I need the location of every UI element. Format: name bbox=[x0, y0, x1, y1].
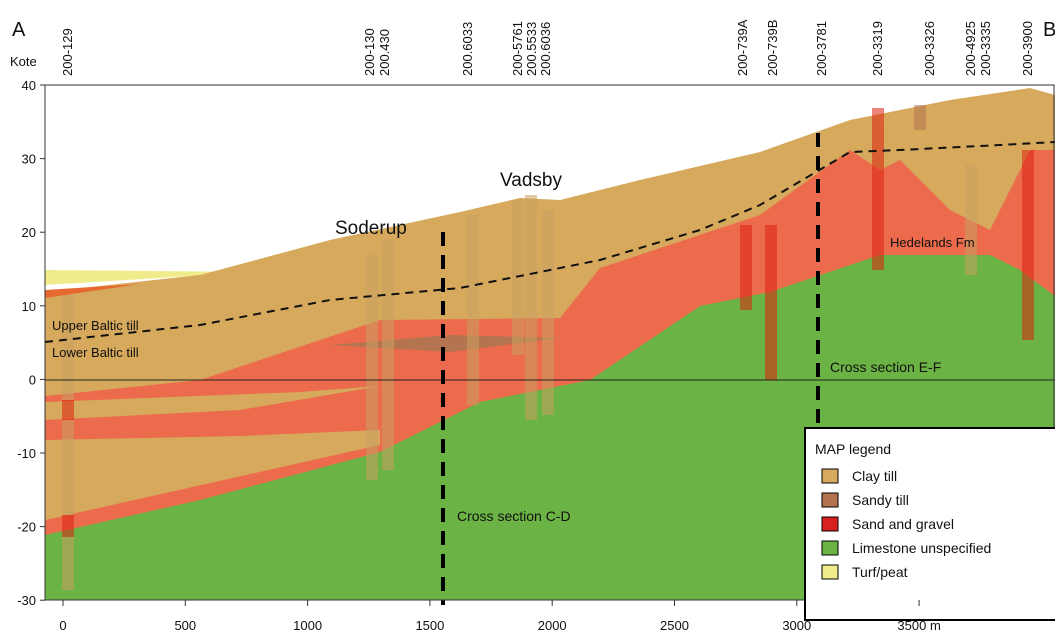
section-label: Cross section C-D bbox=[457, 508, 571, 524]
y-tick-label: -30 bbox=[17, 593, 36, 608]
borehole-label: 200-3900 bbox=[1020, 21, 1035, 76]
y-tick-label: -10 bbox=[17, 446, 36, 461]
legend-swatch bbox=[822, 493, 838, 507]
unit-label: Upper Baltic till bbox=[52, 318, 139, 333]
borehole-column bbox=[467, 215, 479, 405]
y-axis-label: Kote bbox=[10, 54, 37, 69]
borehole-column bbox=[914, 105, 926, 130]
borehole-label: 200-739A bbox=[735, 19, 750, 76]
x-tick-label: 1000 bbox=[293, 618, 322, 633]
y-tick-label: 20 bbox=[22, 225, 36, 240]
borehole-label: 200-3326 bbox=[922, 21, 937, 76]
borehole-label: 200-5761 bbox=[510, 21, 525, 76]
borehole-label: 200-129 bbox=[60, 28, 75, 76]
legend-label: Clay till bbox=[852, 468, 897, 484]
legend: MAP legend Clay till Sandy till Sand and g… bbox=[805, 428, 1055, 620]
y-tick-label: -20 bbox=[17, 520, 36, 535]
x-tick-label: 2000 bbox=[538, 618, 567, 633]
borehole-column bbox=[62, 515, 74, 537]
x-tick-label: 500 bbox=[174, 618, 196, 633]
place-label: Vadsby bbox=[500, 170, 562, 191]
unit-label: Lower Baltic till bbox=[52, 345, 139, 360]
formation-label: Hedelands Fm bbox=[890, 235, 975, 250]
legend-swatch bbox=[822, 517, 838, 531]
section-label: Cross section E-F bbox=[830, 359, 941, 375]
borehole-column bbox=[1022, 150, 1034, 340]
marker-a: A bbox=[12, 19, 26, 41]
borehole-column bbox=[542, 210, 554, 415]
legend-label: Limestone unspecified bbox=[852, 540, 991, 556]
borehole-column bbox=[382, 240, 394, 470]
borehole-column bbox=[872, 108, 884, 270]
x-tick-label: 1500 bbox=[415, 618, 444, 633]
x-tick-label: 2500 bbox=[660, 618, 689, 633]
legend-title: MAP legend bbox=[815, 441, 891, 457]
legend-swatch bbox=[822, 565, 838, 579]
y-tick-label: 10 bbox=[22, 299, 36, 314]
legend-label: Sandy till bbox=[852, 492, 909, 508]
borehole-label: 200.6036 bbox=[538, 22, 553, 76]
y-tick-label: 0 bbox=[29, 372, 36, 387]
y-tick-label: 30 bbox=[22, 152, 36, 167]
x-tick-label: 3000 bbox=[782, 618, 811, 633]
borehole-label: 200-3335 bbox=[978, 21, 993, 76]
x-tick-label: 3500 m bbox=[897, 618, 940, 633]
borehole-column bbox=[62, 400, 74, 420]
x-tick-label: 0 bbox=[59, 618, 66, 633]
borehole-column bbox=[765, 225, 777, 380]
place-label: Soderup bbox=[335, 218, 407, 239]
borehole-label: 200-4925 bbox=[963, 21, 978, 76]
legend-swatch bbox=[822, 469, 838, 483]
marker-b: B bbox=[1043, 19, 1055, 41]
borehole-column bbox=[740, 225, 752, 310]
borehole-column bbox=[965, 165, 977, 275]
y-tick-label: 40 bbox=[22, 78, 36, 93]
legend-label: Turf/peat bbox=[852, 564, 908, 580]
borehole-column bbox=[512, 200, 524, 355]
borehole-label: 200-3319 bbox=[870, 21, 885, 76]
borehole-label: 200.5533 bbox=[524, 22, 539, 76]
borehole-column bbox=[525, 195, 537, 420]
borehole-label: 200.6033 bbox=[460, 22, 475, 76]
borehole-column bbox=[366, 255, 378, 480]
cross-section: A B Kote Soderup Vadsby Upper Baltic til… bbox=[0, 0, 1055, 636]
legend-label: Sand and gravel bbox=[852, 516, 954, 532]
legend-swatch bbox=[822, 541, 838, 555]
borehole-label: 200-3781 bbox=[814, 21, 829, 76]
borehole-label: 200-739B bbox=[765, 20, 780, 76]
borehole-label: 200.430 bbox=[377, 29, 392, 76]
borehole-label: 200-130 bbox=[362, 28, 377, 76]
